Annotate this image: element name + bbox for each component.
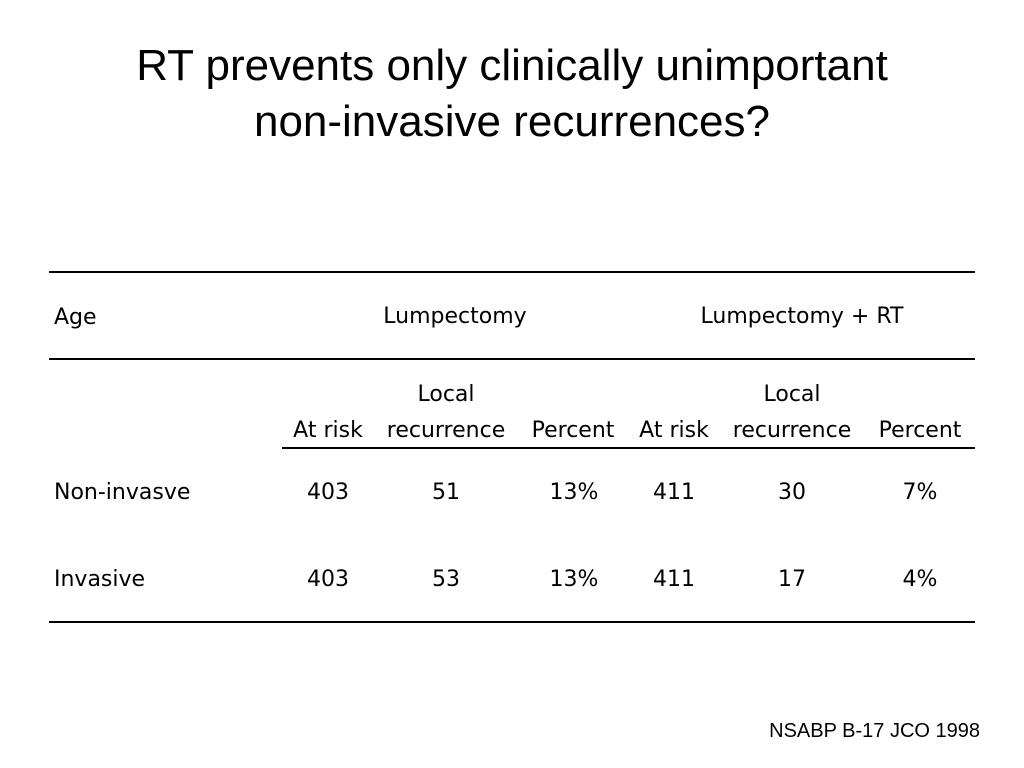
subheader-g2-percent: Percent <box>878 418 962 443</box>
cell-g2-percent: 4% <box>902 567 938 592</box>
slide-title: RT prevents only clinically unimportant … <box>0 38 1024 150</box>
source-citation: NSABP B-17 JCO 1998 <box>769 720 980 742</box>
subheader-g2-local-top: Local <box>763 382 821 407</box>
table-header-rule <box>49 358 975 360</box>
subheader-g1-local-top: Local <box>417 382 475 407</box>
cell-g2-at-risk: 411 <box>653 567 695 592</box>
cell-g2-at-risk: 411 <box>653 480 695 505</box>
cell-g1-percent: 13% <box>549 480 599 505</box>
cell-g1-local: 53 <box>432 567 460 592</box>
header-age: Age <box>54 305 97 330</box>
row-label: Invasive <box>54 567 146 592</box>
subheader-g2-at-risk: At risk <box>639 418 709 443</box>
table-top-rule <box>49 271 975 273</box>
title-line-1: RT prevents only clinically unimportant <box>136 41 888 90</box>
table-subheader-rule <box>282 447 975 449</box>
subheader-g1-percent: Percent <box>531 418 615 443</box>
cell-g1-at-risk: 403 <box>307 567 349 592</box>
cell-g1-at-risk: 403 <box>307 480 349 505</box>
cell-g1-local: 51 <box>432 480 460 505</box>
cell-g2-local: 17 <box>778 567 806 592</box>
cell-g2-local: 30 <box>778 480 806 505</box>
header-lumpectomy-rt: Lumpectomy + RT <box>700 304 904 329</box>
cell-g2-percent: 7% <box>902 480 938 505</box>
subheader-g2-local-bottom: recurrence <box>732 418 852 443</box>
subheader-g1-at-risk: At risk <box>293 418 363 443</box>
table-bottom-rule <box>49 621 975 623</box>
header-lumpectomy: Lumpectomy <box>383 304 527 329</box>
subheader-g1-local-bottom: recurrence <box>386 418 506 443</box>
row-label: Non-invasve <box>54 480 191 505</box>
cell-g1-percent: 13% <box>549 567 599 592</box>
title-line-2: non-invasive recurrences? <box>253 97 771 146</box>
